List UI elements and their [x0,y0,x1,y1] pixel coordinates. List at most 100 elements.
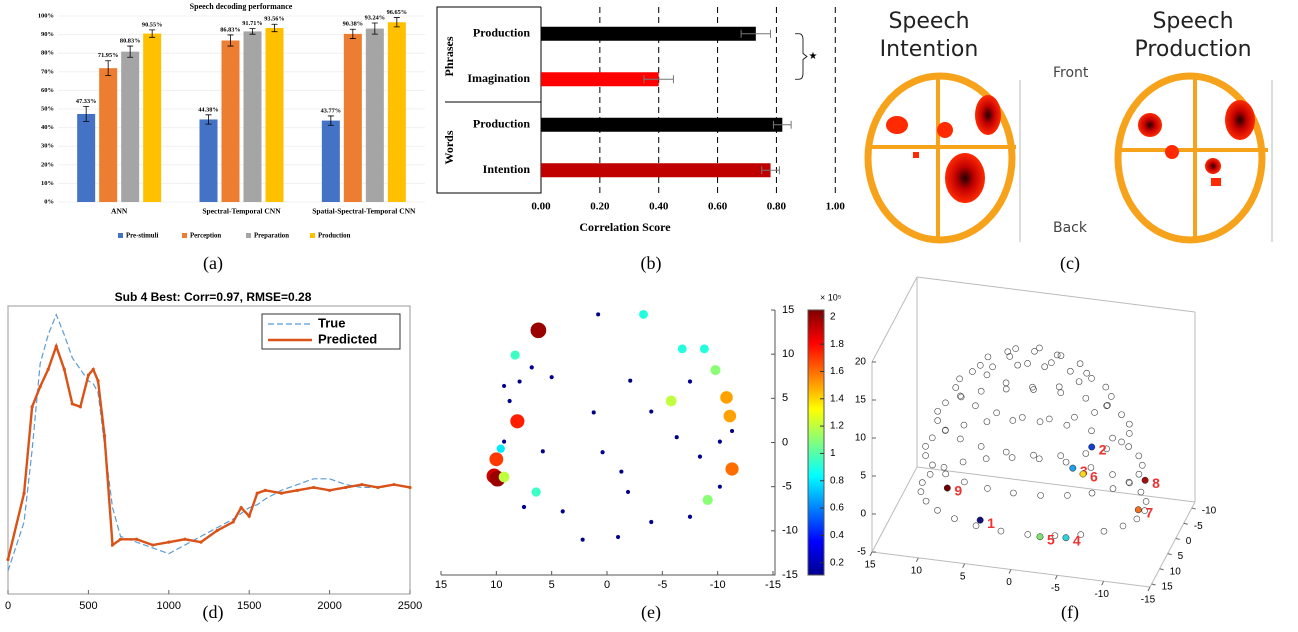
error-bar [271,23,278,33]
electrode-outline [1035,455,1043,463]
electrode [502,383,507,389]
point [91,367,95,371]
x-tick-label: -10 [1094,589,1109,600]
bar [541,163,771,178]
x-tick-label: -5 [657,579,667,591]
electrode-outline [1126,479,1133,487]
z-tick-label: 5 [860,471,866,482]
y-tick-label: 50% [41,105,54,112]
electrode-outline [1102,383,1110,391]
electrode-outline [1100,527,1108,535]
bar [321,120,340,202]
point [54,344,58,348]
y-tick [1183,522,1188,525]
bar [199,119,218,202]
electrode-outline [1075,378,1083,385]
x-tick-label: -15 [1141,595,1156,606]
group-label: Phrases [442,36,456,76]
error-bar [249,28,256,35]
box-edge [1149,501,1196,588]
electrode-outline [1118,438,1125,446]
x-tick-label: 0 [1006,577,1012,588]
electrode [1134,506,1142,514]
point [263,488,267,492]
value-label: 44.38% [198,106,218,113]
electrode [517,379,522,384]
activation [1138,113,1162,137]
x-tick-label: 15 [435,579,447,591]
electrode [687,514,693,519]
electrode-outline [1077,531,1085,538]
error-bar [740,29,772,38]
electrode [720,391,733,404]
y-tick-label: 90% [41,31,54,38]
x-tick-label: 0 [5,600,11,612]
colorbar-tick-label: 0.2 [830,557,844,568]
x-tick-label: 0.80 [767,201,787,213]
error-bar [643,75,674,84]
error-bar [772,120,792,129]
electrode [717,439,722,444]
electrode-outline [1064,492,1071,499]
bar [77,113,96,202]
electrode [1069,464,1077,472]
electrode-outline [934,417,941,424]
activation [1205,158,1221,174]
electrode [625,489,631,495]
value-label: 47.33% [76,98,96,105]
electrode-outline [984,485,991,492]
point [199,540,203,544]
y-tick-label: -10 [1202,506,1217,517]
electrode [529,365,534,370]
electrode [498,471,510,483]
electrode [702,494,713,505]
point [62,367,66,371]
y-tick-label: 5 [1178,551,1184,562]
electrode-outline [942,470,949,478]
value-label: 93.56% [264,16,284,23]
electrode [540,449,545,454]
electrode-outline [1088,489,1096,497]
legend-swatch [118,233,123,238]
electrode-outline [1109,485,1117,492]
electrode-outline [1137,488,1145,496]
electrode [1088,443,1096,451]
electrode-outline [1002,379,1010,387]
electrode-outline [969,368,976,375]
box-edge [916,466,1196,503]
electrode-outline [1126,420,1133,428]
electrode-outline [957,392,964,400]
y-tick-label: 10% [41,180,54,187]
error-bar [105,60,112,77]
y-tick-label: Intention [483,162,531,176]
electrode-outline [922,452,929,459]
electrode [1062,534,1070,542]
error-bar [327,115,334,126]
electrode-outline [972,402,979,409]
colorbar-tick-label: 1.2 [830,421,844,432]
point [6,557,10,562]
electrode-outline [1024,360,1031,367]
electrode-outline [917,488,925,496]
front-label: Front [1053,65,1089,81]
electrode-outline [984,353,992,361]
electrode-outline [1109,471,1116,478]
legend-label: True [318,315,345,330]
bar [541,26,756,41]
z-tick-label: 15 [855,395,867,406]
map-title: Speech Production [1134,9,1252,62]
legend-label: Perception [190,233,221,240]
point [86,373,90,377]
electrode-outline [1057,352,1065,359]
x-tick [869,551,873,557]
electrode-outline [1138,461,1146,469]
electrode [710,365,721,376]
point [408,485,412,490]
legend-box [261,313,401,350]
x-tick [962,563,966,568]
brain-maps: Front Back [864,65,1273,244]
x-tick [1101,580,1105,586]
point [118,537,123,541]
electrode-outline [918,479,926,486]
electrode-outline [922,497,930,505]
